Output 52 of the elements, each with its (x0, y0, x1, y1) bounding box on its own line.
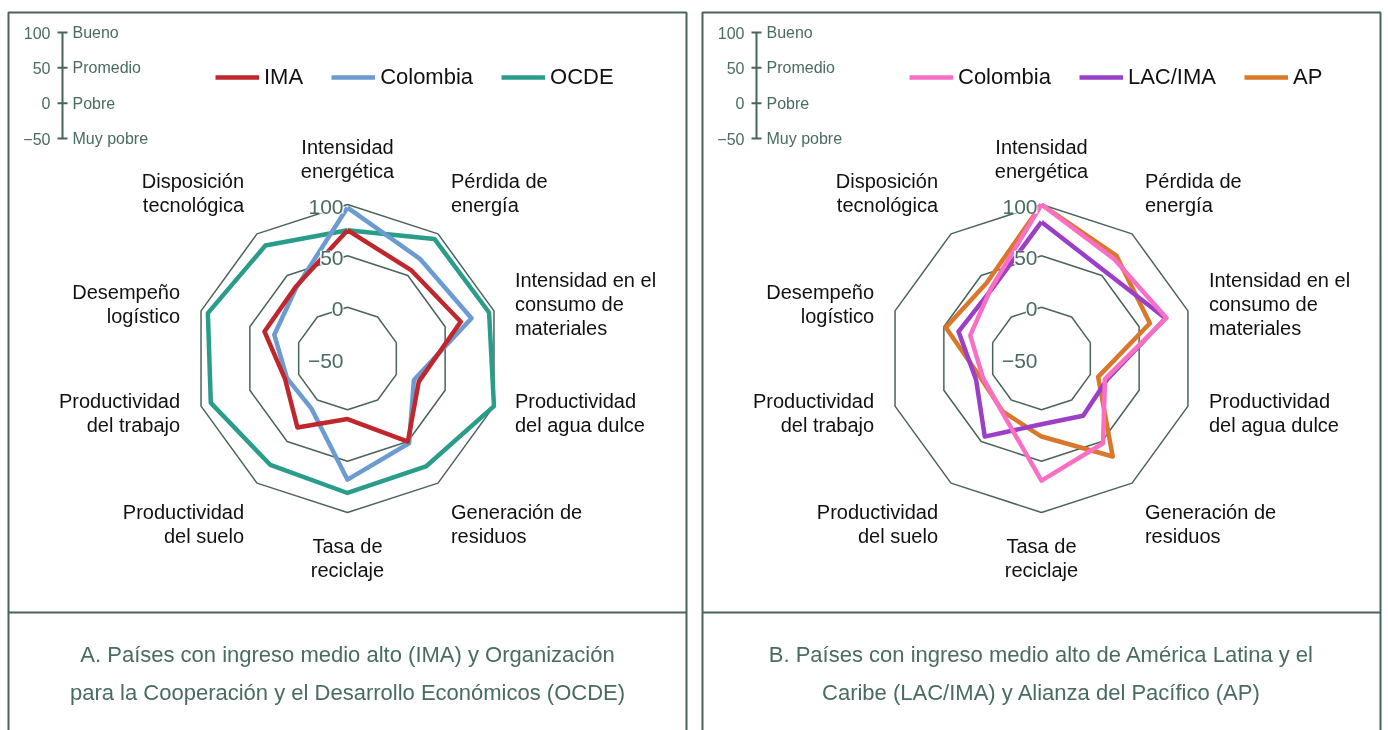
spoke-label: Pérdida de energía (1144, 169, 1242, 217)
text: A. Países con ingreso medio alto (IMA) y Organización para la Cooperación y el Desarrollo Económicos (OCDE) (69, 642, 626, 705)
spoke-label: Generación de residuos (1144, 500, 1277, 548)
y-tick-label: 50 (320, 245, 344, 269)
spoke-label: Pérdida de energía (450, 169, 548, 217)
text: Muy pobre (766, 130, 843, 147)
spoke-label: Tasa de reciclaje (1004, 534, 1079, 581)
spoke-label: Intensidad energética (994, 136, 1090, 183)
y-tick-label: −50 (307, 348, 344, 372)
legend-label: AP (1292, 64, 1323, 90)
spoke-label: Productividad del agua dulce (1208, 389, 1339, 436)
y-tick-label: 0 (331, 297, 344, 321)
y-tick-label: −50 (1001, 348, 1038, 372)
text: 0 (735, 95, 745, 113)
spoke-label: Desempeño logístico (766, 281, 875, 328)
text: −50 (717, 130, 745, 148)
legend-label: Colombia (380, 64, 474, 90)
spoke-label: Productividad del suelo (122, 500, 245, 548)
text: Pobre (766, 94, 810, 112)
spoke-label: Productividad del trabajo (58, 389, 181, 436)
text: Bueno (766, 24, 813, 41)
spoke-label: Productividad del trabajo (752, 389, 875, 436)
text: 0 (41, 95, 51, 113)
spoke-label: Productividad del agua dulce (514, 389, 645, 436)
legend-label: Colombia (958, 64, 1051, 90)
spoke-label: Desempeño logístico (72, 281, 181, 328)
text: −50 (23, 130, 51, 148)
spoke-label: Generación de residuos (450, 500, 583, 548)
spoke-label: Intensidad en el consumo de materiales (514, 268, 657, 340)
spoke-label: Disposición tecnológica (141, 169, 245, 217)
text: 100 (717, 24, 745, 42)
y-tick-label: 0 (1025, 297, 1038, 321)
spoke-label: Intensidad en el consumo de materiales (1208, 268, 1351, 340)
text: 100 (23, 24, 51, 42)
legend-label: OCDE (550, 64, 614, 90)
y-tick-label: 50 (1014, 245, 1038, 269)
text: 50 (32, 59, 51, 77)
text: Promedio (72, 59, 142, 77)
text: B. Países con ingreso medio alto de América Latina y el Caribe (LAC/IMA) y Alianza del Pacífico (AP) (768, 642, 1313, 705)
text: Muy pobre (72, 130, 149, 147)
text: Promedio (766, 59, 836, 77)
text: 50 (726, 59, 745, 77)
spoke-label: Tasa de reciclaje (310, 534, 385, 581)
spoke-label: Productividad del suelo (816, 500, 939, 548)
y-tick-label: 100 (308, 194, 344, 218)
spoke-label: Disposición tecnológica (835, 169, 939, 217)
legend-label: LAC/IMA (1127, 64, 1216, 90)
legend-label: IMA (264, 64, 304, 90)
y-tick-label: 100 (1002, 194, 1038, 218)
text: Pobre (72, 94, 116, 112)
spoke-label: Intensidad energética (300, 136, 396, 183)
text: Bueno (72, 24, 119, 41)
